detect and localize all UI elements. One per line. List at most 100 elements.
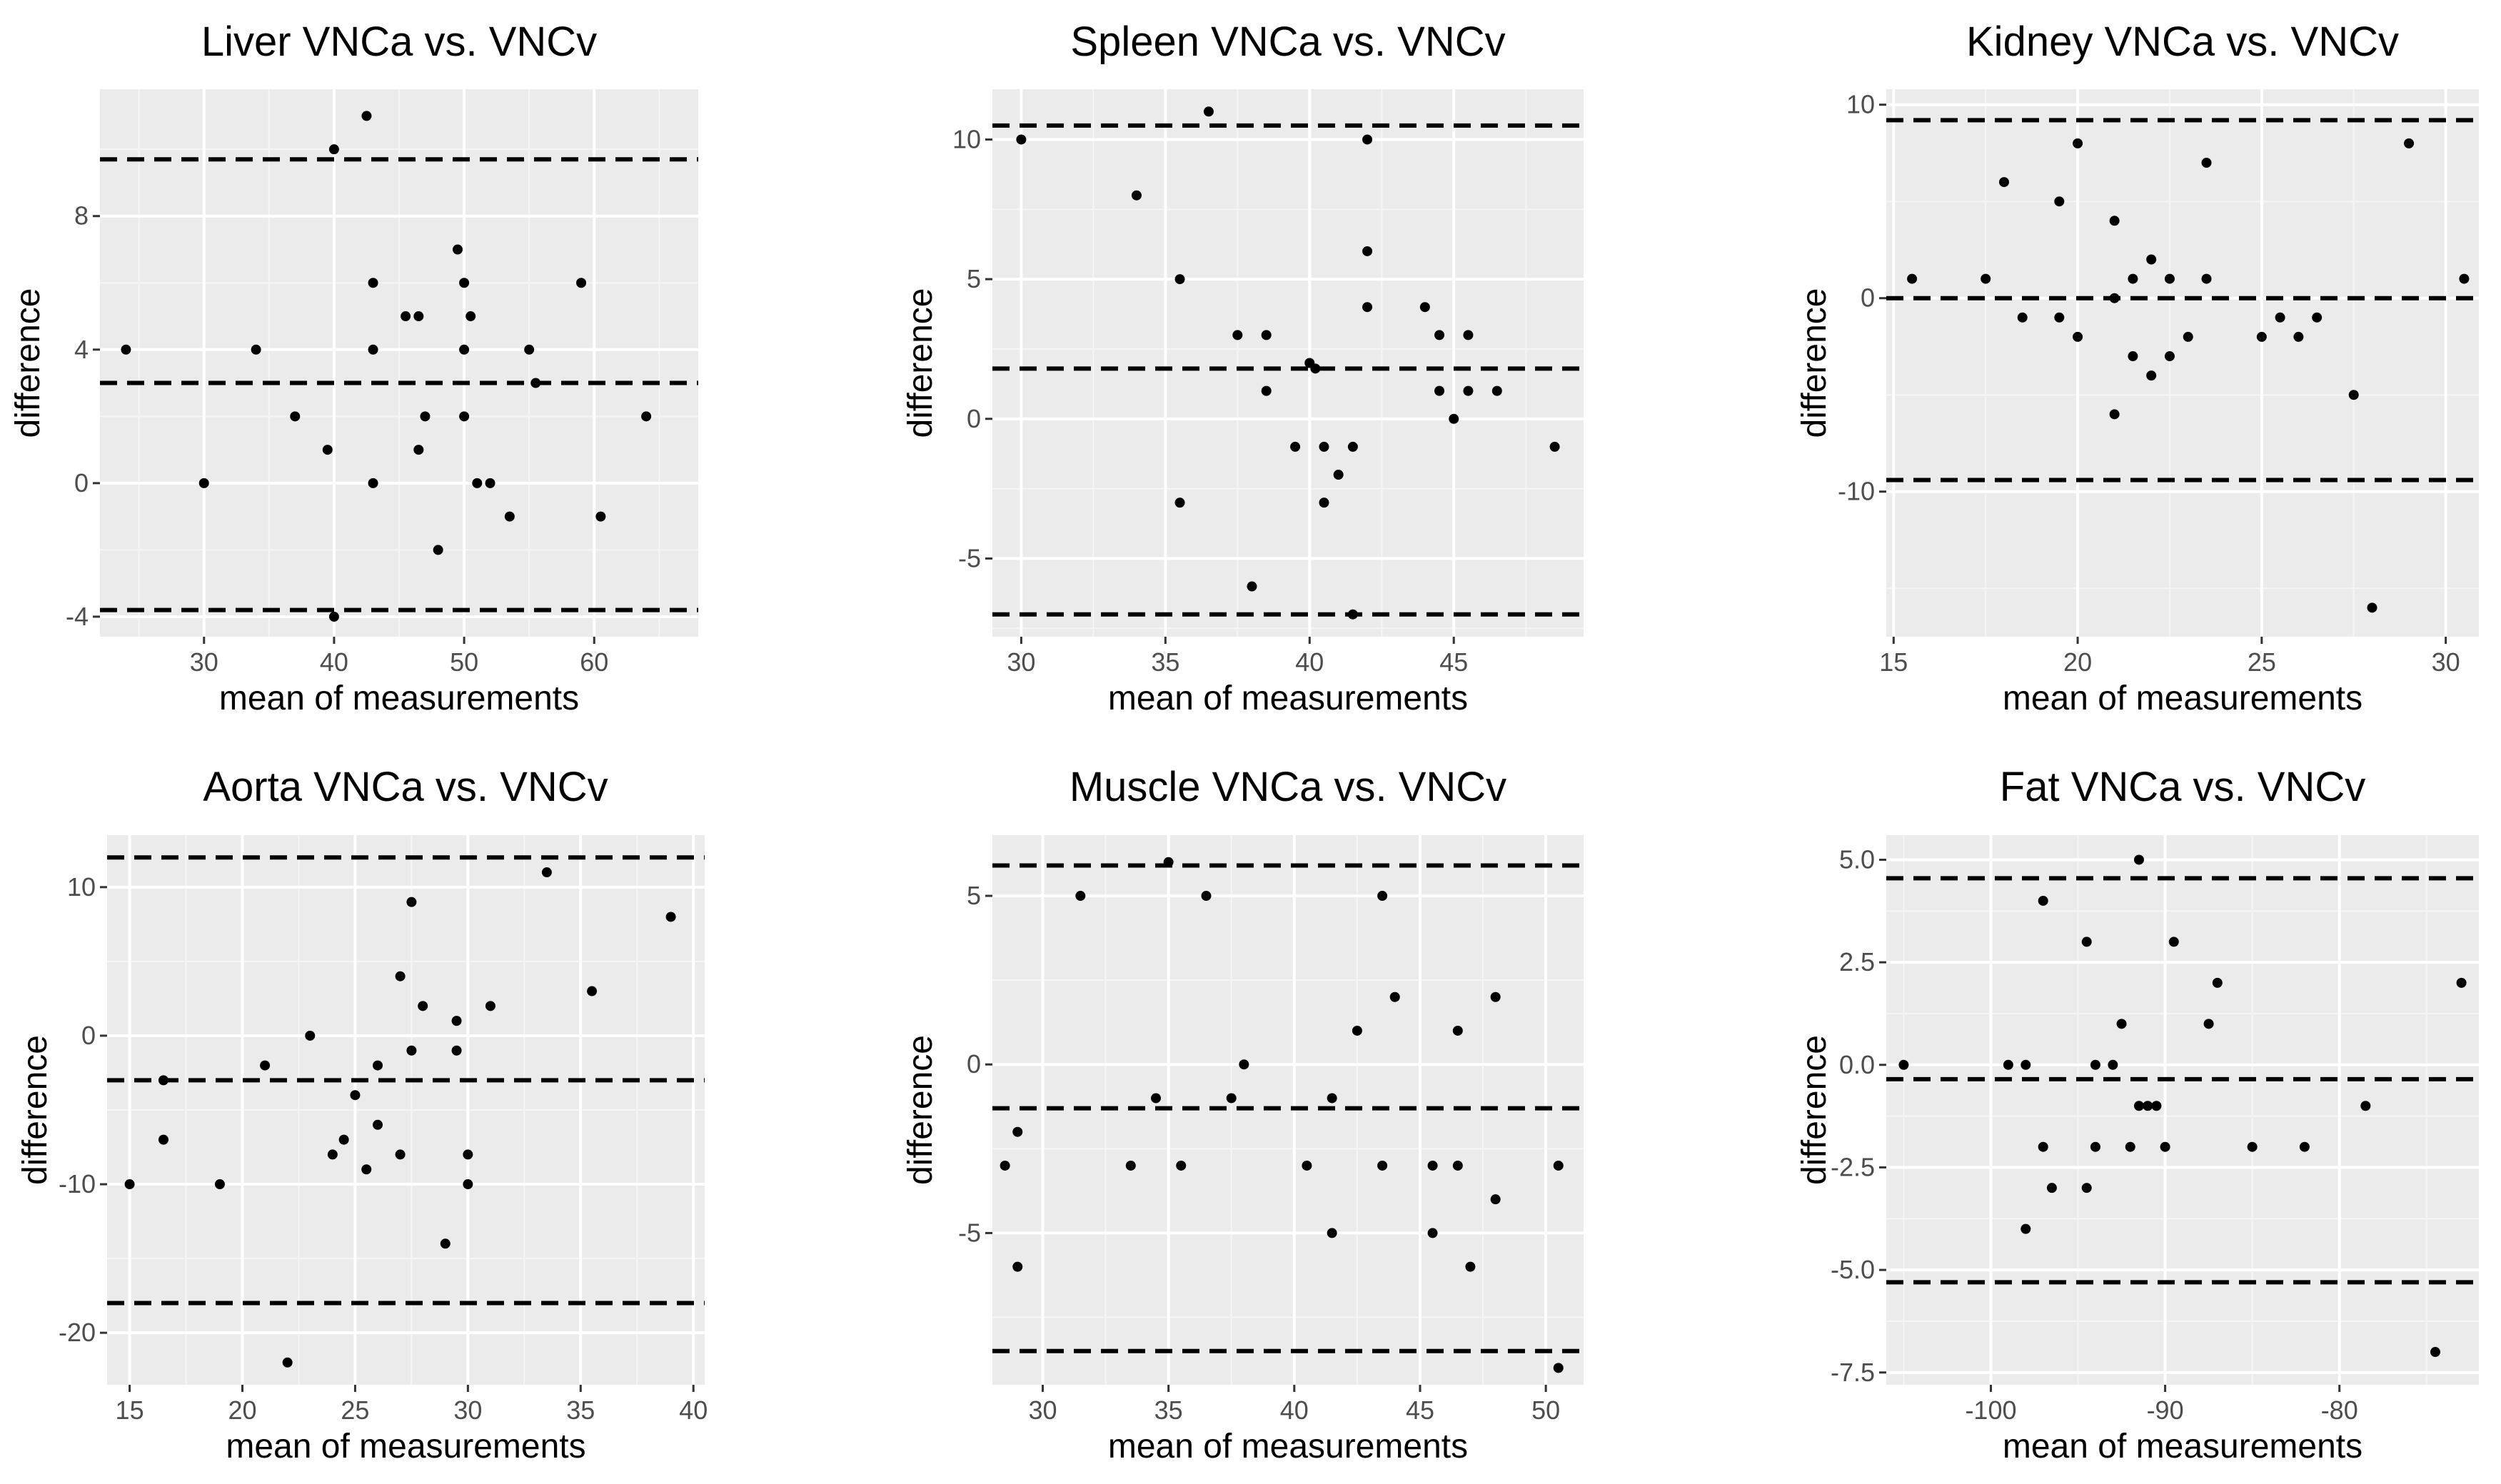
- spleen-x-tick-label: 30: [1007, 647, 1035, 677]
- liver-x-tick-label: 50: [450, 647, 478, 677]
- aorta-data-point: [587, 986, 598, 996]
- fat-data-point: [2108, 1059, 2118, 1070]
- fat-plot-background: [1886, 835, 2479, 1385]
- kidney-data-point: [2164, 273, 2175, 284]
- muscle-data-point: [1377, 891, 1388, 902]
- spleen-data-point: [1362, 246, 1373, 256]
- kidney-data-point: [2109, 293, 2120, 303]
- kidney-x-tick-label: 15: [1879, 647, 1908, 677]
- aorta-data-point: [665, 912, 676, 922]
- muscle-data-point: [1327, 1093, 1337, 1104]
- aorta-panel: 15 20 25 30 35 40 -20 -10 0 10 Aorta VNCa vs. VNCv…: [16, 764, 708, 1465]
- muscle-data-point: [1427, 1160, 1438, 1171]
- liver-data-point: [251, 344, 261, 355]
- fat-x-tick-label: -100: [1965, 1395, 2016, 1425]
- liver-data-point: [121, 344, 131, 355]
- aorta-x-tick-label: 35: [566, 1395, 595, 1425]
- aorta-data-point: [395, 1149, 406, 1160]
- kidney-x-tick-label: 30: [2432, 647, 2460, 677]
- liver-x-axis-label: mean of measurements: [219, 680, 579, 717]
- liver-data-point: [466, 311, 476, 322]
- muscle-data-point: [1452, 1025, 1463, 1036]
- liver-data-point: [361, 111, 372, 121]
- kidney-chart-title: Kidney VNCa vs. VNCv: [1966, 19, 2399, 65]
- kidney-panel: 15 20 25 30 -10 0 10 Kidney VNCa vs. VNCv mean o…: [1796, 19, 2479, 717]
- fat-chart-title: Fat VNCa vs. VNCv: [2000, 764, 2365, 810]
- aorta-x-tick-label: 15: [116, 1395, 144, 1425]
- spleen-x-tick-label: 40: [1295, 647, 1324, 677]
- spleen-data-point: [1463, 385, 1474, 396]
- muscle-panel: 30 35 40 45 50 -5 0 5 Muscle VNCa vs. VNCv mean o…: [902, 764, 1584, 1465]
- kidney-data-point: [2146, 370, 2157, 381]
- fat-data-point: [2151, 1101, 2162, 1111]
- fat-data-point: [2125, 1141, 2135, 1152]
- liver-data-point: [368, 478, 378, 488]
- muscle-data-point: [1151, 1093, 1162, 1104]
- spleen-data-point: [1449, 413, 1459, 424]
- spleen-data-point: [1203, 106, 1214, 117]
- muscle-x-tick-label: 50: [1531, 1395, 1560, 1425]
- fat-data-point: [2116, 1019, 2127, 1029]
- kidney-data-point: [2293, 331, 2304, 342]
- kidney-data-point: [2128, 351, 2138, 362]
- liver-data-point: [368, 278, 378, 288]
- liver-data-point: [198, 478, 209, 488]
- aorta-data-point: [463, 1179, 473, 1190]
- aorta-data-point: [214, 1179, 225, 1190]
- muscle-data-point: [1427, 1228, 1438, 1238]
- spleen-data-point: [1362, 134, 1373, 145]
- fat-x-tick-label: -90: [2147, 1395, 2184, 1425]
- muscle-data-point: [1302, 1160, 1312, 1171]
- muscle-data-point: [1490, 991, 1501, 1002]
- aorta-data-point: [338, 1134, 349, 1145]
- kidney-y-tick-label: -10: [1838, 477, 1875, 506]
- spleen-data-point: [1261, 385, 1272, 396]
- liver-y-axis-label: difference: [9, 288, 47, 438]
- aorta-data-point: [361, 1164, 372, 1175]
- fat-data-point: [2133, 854, 2144, 865]
- muscle-data-point: [1352, 1025, 1362, 1036]
- kidney-data-point: [2054, 312, 2065, 323]
- spleen-x-axis-label: mean of measurements: [1108, 680, 1468, 717]
- spleen-data-point: [1232, 330, 1243, 340]
- muscle-data-point: [1327, 1228, 1337, 1238]
- liver-data-point: [472, 478, 483, 488]
- muscle-chart-title: Muscle VNCa vs. VNCv: [1070, 764, 1506, 810]
- aorta-x-tick-label: 30: [453, 1395, 482, 1425]
- liver-data-point: [641, 411, 652, 422]
- muscle-data-point: [1176, 1160, 1187, 1171]
- fat-y-tick-label: -5.0: [1831, 1255, 1875, 1284]
- liver-data-point: [485, 478, 495, 488]
- spleen-data-point: [1247, 581, 1257, 592]
- liver-data-point: [322, 445, 333, 455]
- liver-data-point: [413, 311, 424, 322]
- spleen-data-point: [1362, 302, 1373, 313]
- liver-data-point: [530, 378, 541, 388]
- aorta-y-tick-label: -10: [59, 1169, 96, 1198]
- kidney-data-point: [1998, 177, 2009, 188]
- kidney-data-point: [2201, 273, 2212, 284]
- fat-data-point: [2430, 1347, 2440, 1358]
- aorta-data-point: [282, 1357, 293, 1368]
- liver-y-tick-label: 4: [74, 335, 89, 364]
- kidney-data-point: [1981, 273, 1991, 284]
- liver-data-point: [459, 344, 470, 355]
- fat-data-point: [2021, 1059, 2031, 1070]
- aorta-chart-title: Aorta VNCa vs. VNCv: [203, 764, 608, 810]
- kidney-data-point: [2054, 196, 2065, 207]
- spleen-plot-background: [992, 89, 1584, 637]
- fat-data-point: [2046, 1183, 2057, 1193]
- aorta-data-point: [395, 971, 406, 981]
- fat-y-tick-label: -2.5: [1831, 1152, 1875, 1181]
- fat-x-tick-label: -80: [2321, 1395, 2358, 1425]
- liver-data-point: [452, 244, 463, 255]
- fat-data-point: [2168, 937, 2179, 947]
- fat-y-tick-label: 0.0: [1839, 1050, 1875, 1079]
- muscle-y-tick-label: -5: [958, 1218, 981, 1247]
- muscle-y-axis-label: difference: [902, 1035, 940, 1185]
- kidney-data-point: [2073, 138, 2083, 148]
- spleen-chart-title: Spleen VNCa vs. VNCv: [1070, 19, 1505, 65]
- kidney-data-point: [2109, 409, 2120, 420]
- kidney-data-point: [2459, 273, 2470, 284]
